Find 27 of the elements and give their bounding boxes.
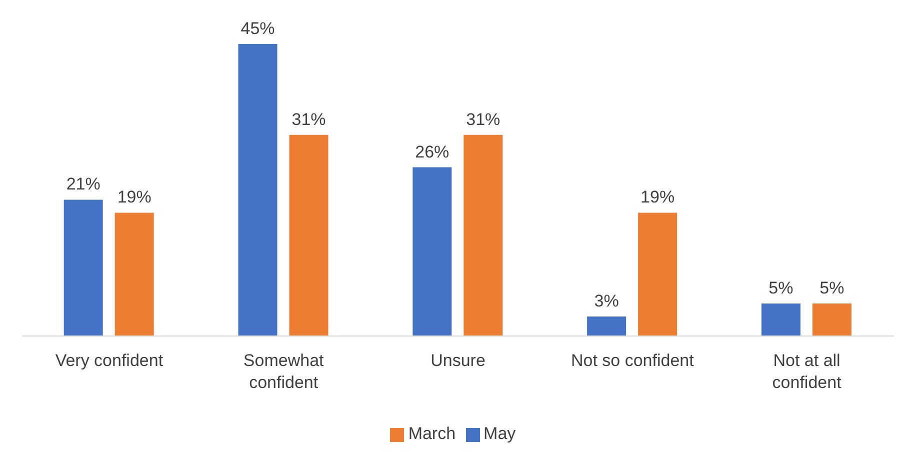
data-label: 31% [292, 110, 326, 129]
bar [812, 304, 852, 336]
data-label: 19% [640, 188, 675, 207]
data-label: 26% [415, 142, 450, 162]
x-tick-label: Not at all confident [772, 351, 842, 392]
bar [761, 304, 800, 336]
legend-label: March [408, 424, 456, 443]
data-label: 19% [117, 188, 152, 207]
data-label: 3% [594, 292, 619, 311]
x-tick-label: Very confident [55, 351, 164, 370]
data-label: 21% [66, 174, 100, 194]
bar [638, 212, 678, 336]
bar [289, 134, 328, 336]
bar [464, 134, 503, 336]
x-tick-label: Not so confident [570, 351, 694, 370]
data-label: 5% [768, 278, 794, 298]
bar [114, 212, 154, 336]
legend-label: May [484, 424, 516, 443]
data-label: 45% [240, 19, 275, 38]
data-label: 5% [820, 278, 844, 298]
bar [412, 167, 452, 336]
bar [238, 44, 278, 336]
bar [64, 200, 103, 336]
data-label: 31% [466, 110, 500, 129]
x-tick-label: Somewhat confident [243, 351, 324, 392]
x-tick-label: Unsure [430, 351, 486, 370]
bar [587, 316, 626, 336]
